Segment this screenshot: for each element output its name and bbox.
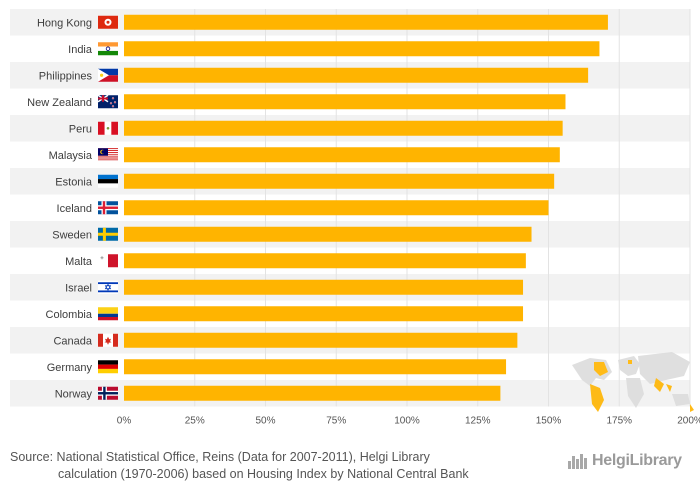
bar	[124, 226, 532, 242]
bar	[124, 120, 563, 136]
colombia-flag-icon	[98, 307, 118, 321]
category-label: Israel	[65, 282, 92, 294]
bar	[124, 41, 600, 57]
logo-text: HelgiLibrary	[592, 452, 682, 469]
bar	[124, 253, 526, 269]
category-label: Malaysia	[49, 150, 93, 162]
bar	[124, 332, 518, 348]
bar	[124, 306, 524, 322]
category-label: Norway	[55, 388, 93, 400]
bar	[124, 94, 566, 110]
world-map-icon	[572, 352, 694, 412]
category-label: Peru	[69, 123, 92, 135]
bar	[124, 385, 501, 401]
category-label: India	[68, 44, 93, 56]
philippines-flag-icon	[98, 68, 118, 82]
category-labels: Hong Kong India Philippines New Zealand Peru…	[27, 17, 93, 400]
x-tick-label: 0%	[117, 416, 132, 427]
category-label: Philippines	[39, 70, 93, 82]
category-label: Canada	[53, 335, 92, 347]
x-tick-label: 50%	[255, 416, 275, 427]
category-label: Sweden	[52, 229, 92, 241]
x-axis-tick-labels: 0% 25% 50% 75% 100% 125% 150% 175% 200%	[117, 416, 700, 427]
malaysia-flag-icon	[98, 148, 118, 162]
x-tick-label: 125%	[465, 416, 491, 427]
category-label: Malta	[65, 256, 93, 268]
bar	[124, 147, 560, 163]
country-flags	[97, 15, 118, 400]
bar	[124, 279, 524, 295]
category-label: Estonia	[55, 176, 93, 188]
india-flag-icon	[98, 42, 118, 56]
bar	[124, 200, 549, 216]
category-label: New Zealand	[27, 97, 92, 109]
sweden-flag-icon	[98, 227, 118, 241]
category-label: Germany	[47, 362, 93, 374]
estonia-flag-icon	[98, 174, 118, 188]
bar	[124, 67, 589, 83]
canada-flag-icon	[98, 333, 118, 347]
x-tick-label: 100%	[394, 416, 420, 427]
bars	[124, 14, 608, 401]
bar	[124, 14, 608, 30]
x-tick-label: 150%	[536, 416, 562, 427]
helgi-library-logo: HelgiLibrary	[568, 450, 682, 472]
category-label: Iceland	[57, 203, 92, 215]
category-label: Hong Kong	[37, 17, 92, 29]
malta-flag-icon	[98, 254, 118, 268]
norway-flag-icon	[98, 386, 118, 400]
peru-flag-icon	[98, 121, 118, 135]
x-tick-label: 175%	[606, 416, 632, 427]
x-tick-label: 25%	[185, 416, 205, 427]
source-note: Source: National Statistical Office, Rei…	[10, 449, 550, 483]
x-tick-label: 75%	[326, 416, 346, 427]
bar	[124, 173, 555, 189]
bar-chart: Hong Kong India Philippines New Zealand Peru…	[10, 9, 700, 427]
category-label: Colombia	[46, 309, 93, 321]
bar	[124, 359, 507, 375]
germany-flag-icon	[98, 360, 118, 374]
iceland-flag-icon	[98, 201, 118, 215]
library-logo-icon	[568, 453, 588, 469]
source-line-2: calculation (1970-2006) based on Housing…	[58, 467, 469, 481]
israel-flag-icon	[98, 280, 118, 294]
x-tick-label: 200%	[677, 416, 700, 427]
new-zealand-flag-icon	[97, 94, 118, 109]
hong-kong-flag-icon	[98, 15, 118, 29]
source-line-1: Source: National Statistical Office, Rei…	[10, 450, 430, 464]
